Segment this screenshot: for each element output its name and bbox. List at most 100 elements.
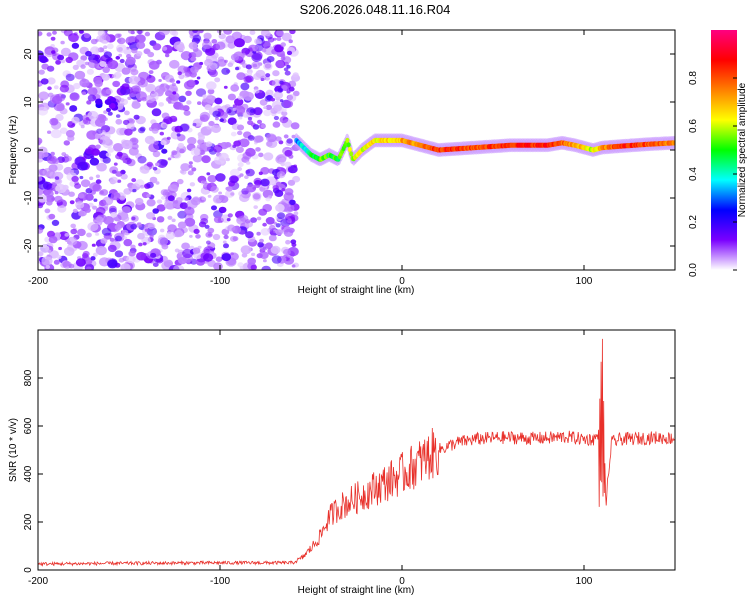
noise-speckle (240, 245, 252, 255)
noise-speckle (59, 84, 70, 93)
noise-speckle (161, 243, 169, 250)
noise-speckle (196, 76, 201, 80)
noise-speckle (104, 99, 112, 105)
noise-speckle (157, 236, 169, 246)
noise-speckle (131, 178, 137, 183)
noise-speckle (173, 41, 185, 51)
noise-speckle (286, 65, 291, 69)
noise-speckle (46, 77, 56, 85)
noise-speckle (289, 30, 296, 35)
noise-speckle (78, 211, 85, 217)
noise-speckle (96, 128, 103, 134)
noise-speckle (208, 62, 218, 70)
noise-speckle (293, 211, 299, 216)
noise-speckle (72, 64, 79, 70)
noise-speckle (38, 69, 45, 75)
noise-speckle (69, 200, 75, 205)
snr-series (38, 338, 675, 567)
noise-speckle (152, 208, 159, 214)
noise-speckle (149, 234, 154, 239)
noise-speckle (120, 263, 131, 270)
snr-y-ticks: 0 200 400 600 800 (23, 369, 675, 573)
noise-speckle (292, 72, 299, 78)
noise-speckle (158, 30, 170, 36)
noise-speckle (165, 53, 170, 58)
noise-speckle (275, 136, 282, 142)
noise-speckle (188, 161, 193, 165)
noise-speckle (230, 53, 240, 61)
noise-speckle (65, 56, 73, 64)
noise-speckle (131, 143, 139, 150)
noise-speckle (86, 266, 92, 270)
noise-speckle (201, 197, 206, 201)
noise-speckle (243, 76, 252, 84)
noise-speckle (281, 85, 288, 91)
noise-speckle (221, 67, 230, 75)
noise-speckle (223, 234, 229, 240)
noise-speckle (112, 80, 121, 88)
noise-speckle (206, 125, 212, 130)
noise-speckle (82, 253, 89, 259)
noise-speckle (146, 75, 156, 83)
noise-speckle (226, 218, 231, 222)
noise-speckle (79, 175, 84, 180)
noise-speckle (132, 87, 140, 93)
noise-speckle (156, 216, 165, 223)
noise-speckle (233, 38, 245, 48)
noise-speckle (50, 129, 62, 139)
noise-speckle (39, 244, 50, 253)
noise-speckle (251, 252, 256, 257)
noise-speckle (273, 91, 284, 99)
noise-speckle (56, 254, 62, 260)
noise-speckle (286, 218, 292, 224)
noise-speckle (100, 238, 108, 244)
noise-speckle (269, 224, 276, 231)
noise-speckle (241, 52, 247, 57)
noise-speckle (245, 168, 255, 177)
noise-speckle (52, 30, 57, 35)
noise-speckle (94, 118, 106, 127)
noise-speckle (281, 188, 286, 192)
noise-speckle (99, 34, 111, 44)
noise-speckle (116, 44, 127, 53)
noise-speckle (257, 119, 262, 124)
snr-background (38, 330, 675, 570)
noise-speckle (63, 247, 75, 256)
noise-speckle (263, 106, 267, 110)
noise-speckle (95, 232, 100, 236)
noise-speckle (206, 240, 211, 245)
noise-speckle (225, 35, 236, 44)
noise-speckle (239, 266, 244, 270)
noise-speckle (186, 100, 192, 105)
noise-speckle (192, 34, 202, 42)
noise-speckle (90, 256, 96, 261)
noise-speckle (251, 61, 261, 70)
noise-speckle (187, 206, 192, 210)
noise-speckle (283, 134, 289, 139)
noise-speckle (272, 121, 281, 128)
noise-speckle (249, 108, 255, 113)
noise-speckle (147, 222, 156, 230)
noise-speckle (169, 115, 178, 123)
noise-speckle (204, 224, 210, 229)
noise-speckle (281, 32, 292, 42)
noise-speckle (48, 250, 60, 259)
noise-speckle (153, 140, 159, 145)
noise-speckle (127, 96, 132, 101)
noise-speckle (160, 122, 168, 129)
noise-speckle (207, 259, 216, 267)
x-tick-label: -100 (210, 276, 230, 287)
noise-speckle (121, 67, 131, 75)
noise-speckle (38, 152, 45, 159)
noise-speckle (57, 54, 65, 61)
noise-speckle (189, 234, 193, 238)
noise-speckle (238, 116, 243, 120)
noise-speckle (280, 42, 287, 47)
noise-speckle (177, 210, 187, 219)
noise-speckle (99, 190, 104, 194)
noise-speckle (253, 73, 262, 80)
noise-speckle (93, 198, 98, 202)
noise-speckle (144, 31, 151, 37)
noise-speckle (280, 56, 286, 61)
